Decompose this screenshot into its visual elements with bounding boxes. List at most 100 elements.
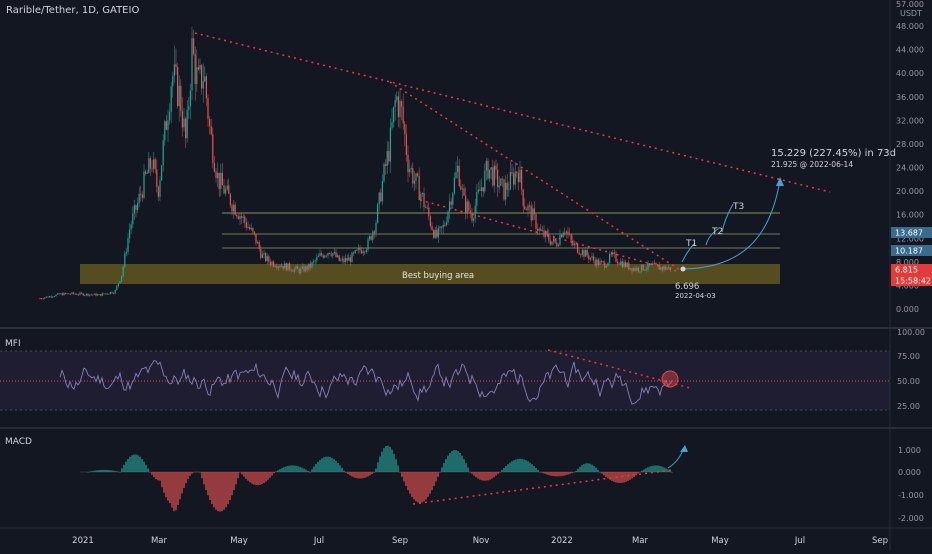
candle-body xyxy=(516,171,518,174)
candle-body xyxy=(167,120,169,130)
candle-body xyxy=(569,234,571,235)
macd-bar xyxy=(267,472,269,480)
macd-bar xyxy=(391,449,393,472)
macd-bar xyxy=(165,472,167,498)
candle-body xyxy=(583,250,585,257)
candle-body xyxy=(495,165,497,170)
macd-bar xyxy=(385,446,387,472)
candle-body xyxy=(367,239,369,250)
candle-body xyxy=(557,244,559,247)
time-tick-label: May xyxy=(711,536,729,546)
candle-body xyxy=(447,211,449,223)
candle-body xyxy=(228,185,230,194)
macd-bar xyxy=(571,472,573,474)
macd-bar xyxy=(647,467,649,472)
candle-body xyxy=(41,298,43,300)
macd-bar xyxy=(237,472,239,479)
candle-body xyxy=(308,263,310,270)
candle-body xyxy=(52,296,54,298)
macd-bar xyxy=(287,465,289,472)
macd-bar xyxy=(161,472,163,488)
macd-bar xyxy=(201,472,203,479)
candle-body xyxy=(141,194,143,198)
candle-body xyxy=(415,173,417,181)
candle-body xyxy=(402,106,404,124)
candle-body xyxy=(661,267,663,270)
candle-body xyxy=(465,195,467,213)
candle-body xyxy=(397,96,399,118)
macd-bar xyxy=(211,472,213,505)
candle-body xyxy=(500,178,502,186)
macd-bar xyxy=(489,472,491,480)
candle-body xyxy=(129,229,131,239)
candle-body xyxy=(133,205,135,214)
candle-body xyxy=(517,173,519,183)
candle-body xyxy=(575,243,577,245)
macd-bar xyxy=(603,472,605,476)
macd-bar xyxy=(375,468,377,472)
price-tick-label: 8.000 xyxy=(896,258,919,267)
buy-zone-label: Best buying area xyxy=(402,271,474,281)
macd-bar xyxy=(147,468,149,472)
macd-bar xyxy=(479,472,481,480)
macd-bar xyxy=(121,468,123,472)
macd-bar xyxy=(365,472,367,478)
price-tick-label: 36.000 xyxy=(896,93,924,102)
candle-body xyxy=(138,193,140,204)
macd-bar xyxy=(235,472,237,485)
candle-body xyxy=(535,214,537,229)
macd-bar xyxy=(369,472,371,476)
candle-body xyxy=(519,169,521,183)
candle-body xyxy=(55,294,57,297)
candle-body xyxy=(493,165,495,186)
candle-body xyxy=(479,189,481,191)
candle-body xyxy=(210,125,212,135)
candle-body xyxy=(599,261,601,265)
candle-body xyxy=(463,188,465,196)
candle-body xyxy=(508,189,510,191)
price-badge-label: 13.687 xyxy=(895,229,923,238)
time-tick-label: Nov xyxy=(473,536,490,546)
macd-bar xyxy=(95,470,97,472)
macd-bar xyxy=(175,472,177,511)
candle-body xyxy=(300,268,302,274)
candle-body xyxy=(532,208,534,221)
candle-body xyxy=(573,243,575,246)
macd-bar xyxy=(431,472,433,491)
macd-bar xyxy=(275,471,277,472)
candle-body xyxy=(178,85,180,107)
candle-body xyxy=(418,175,420,200)
macd-bar xyxy=(171,472,173,508)
macd-bar xyxy=(231,472,233,496)
candle-body xyxy=(461,188,463,190)
candle-body xyxy=(58,293,60,295)
macd-bar xyxy=(617,472,619,483)
candle-body xyxy=(236,215,238,217)
macd-bar xyxy=(433,472,435,486)
candle-body xyxy=(113,293,115,294)
macd-bar xyxy=(563,472,565,476)
candle-body xyxy=(295,266,297,269)
candle-body xyxy=(429,216,431,226)
macd-bar xyxy=(441,467,443,472)
candle-body xyxy=(105,293,107,295)
candle-body xyxy=(93,293,95,295)
candle-body xyxy=(623,262,625,268)
candle-body xyxy=(340,260,342,262)
candle-body xyxy=(655,262,657,265)
candle-body xyxy=(245,222,247,228)
candle-body xyxy=(345,257,347,262)
macd-bar xyxy=(339,465,341,472)
candle-body xyxy=(372,231,374,240)
candle-body xyxy=(73,292,75,294)
macd-bar xyxy=(621,472,623,483)
candle-body xyxy=(601,261,603,262)
macd-bar xyxy=(207,472,209,496)
macd-bar xyxy=(137,455,139,472)
macd-bar xyxy=(133,454,135,472)
candle-body xyxy=(162,140,164,166)
macd-bar xyxy=(655,465,657,472)
macd-bar xyxy=(293,465,295,472)
macd-bar xyxy=(203,472,205,485)
